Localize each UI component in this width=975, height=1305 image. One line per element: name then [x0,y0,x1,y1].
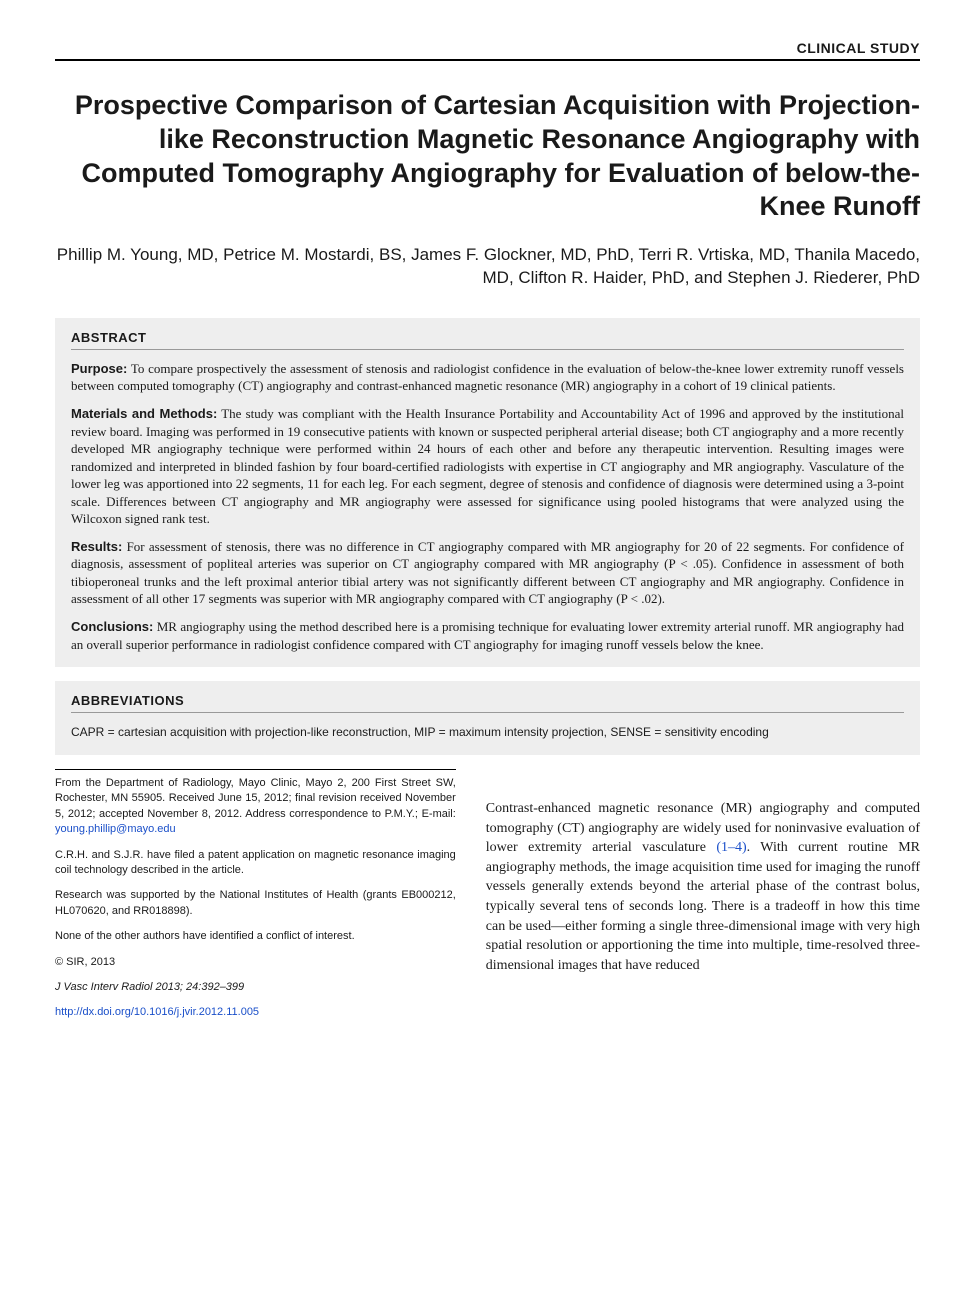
intro-column: Contrast-enhanced magnetic resonance (MR… [486,769,920,1031]
article-type-label: CLINICAL STUDY [55,40,920,61]
abbreviations-box: ABBREVIATIONS CAPR = cartesian acquisiti… [55,681,920,755]
coi-note-1: C.R.H. and S.J.R. have filed a patent ap… [55,848,456,879]
abbreviations-heading: ABBREVIATIONS [71,693,904,713]
results-text: For assessment of stenosis, there was no… [71,539,904,607]
methods-label: Materials and Methods: [71,406,217,421]
citation-note: J Vasc Interv Radiol 2013; 24:392–399 [55,980,456,995]
footer-column: From the Department of Radiology, Mayo C… [55,769,456,1031]
purpose-label: Purpose: [71,361,127,376]
coi-note-2: None of the other authors have identifie… [55,929,456,944]
intro-citation[interactable]: (1–4) [716,840,746,855]
abstract-methods: Materials and Methods: The study was com… [71,405,904,528]
abstract-conclusions: Conclusions: MR angiography using the me… [71,618,904,653]
abbreviations-text: CAPR = cartesian acquisition with projec… [71,723,904,741]
correspondence-email[interactable]: young.phillip@mayo.edu [55,823,176,835]
copyright-note: © SIR, 2013 [55,955,456,970]
abstract-heading: ABSTRACT [71,330,904,350]
conclusions-text: MR angiography using the method describe… [71,619,904,652]
conclusions-label: Conclusions: [71,619,153,634]
purpose-text: To compare prospectively the assessment … [71,361,904,394]
article-title: Prospective Comparison of Cartesian Acqu… [55,89,920,224]
abstract-box: ABSTRACT Purpose: To compare prospective… [55,318,920,667]
doi-link[interactable]: http://dx.doi.org/10.1016/j.jvir.2012.11… [55,1005,456,1020]
results-label: Results: [71,539,122,554]
intro-text-post: . With current routine MR angiography me… [486,840,920,973]
methods-text: The study was compliant with the Health … [71,406,904,526]
affiliation-text: From the Department of Radiology, Mayo C… [55,777,456,820]
abstract-purpose: Purpose: To compare prospectively the as… [71,360,904,395]
author-list: Phillip M. Young, MD, Petrice M. Mostard… [55,244,920,290]
funding-note: Research was supported by the National I… [55,888,456,919]
bottom-columns: From the Department of Radiology, Mayo C… [55,769,920,1031]
affiliation-note: From the Department of Radiology, Mayo C… [55,769,456,838]
abstract-results: Results: For assessment of stenosis, the… [71,538,904,608]
